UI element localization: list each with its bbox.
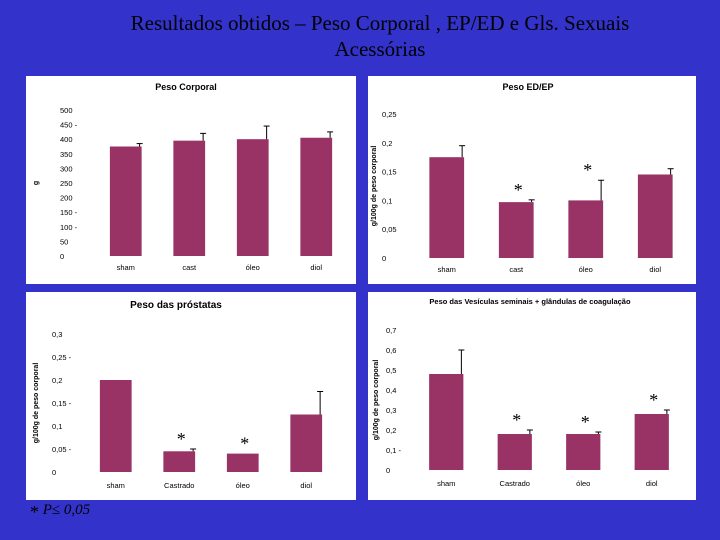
bar-óleo — [568, 200, 604, 258]
significance-star: * — [649, 390, 658, 410]
bar-diol — [634, 414, 669, 470]
y-tick-label: 0 — [60, 252, 64, 261]
bar-Castrado — [497, 434, 532, 470]
bar-cast — [498, 202, 534, 258]
significance-star: * — [583, 160, 592, 180]
category-label: óleo — [236, 481, 250, 490]
chart-title: Peso ED/EP — [502, 82, 553, 92]
y-tick-label: 0 — [382, 254, 386, 263]
chart-panel-peso-vesiculas: Peso das Vesículas seminais + glândulas … — [368, 292, 696, 500]
bar-sham — [429, 157, 465, 258]
y-tick-label: 0,15 - — [52, 399, 72, 408]
category-label: diol — [646, 479, 658, 488]
category-label: diol — [649, 265, 661, 274]
y-tick-label: 0,2 — [382, 139, 392, 148]
category-label: sham — [437, 479, 455, 488]
category-label: sham — [117, 263, 135, 272]
y-tick-label: 0,25 - — [52, 353, 72, 362]
slide-title: Resultados obtidos – Peso Corporal , EP/… — [60, 10, 700, 62]
bar-diol — [300, 137, 333, 256]
category-label: sham — [438, 265, 456, 274]
y-tick-label: 0,1 - — [386, 446, 402, 455]
chart-panel-peso-ed-ep: Peso ED/EP g/100g de peso corporal 0 0,05 0,… — [368, 76, 696, 284]
y-axis-label: g — [33, 181, 40, 185]
y-tick-label: 0,2 — [52, 376, 62, 385]
y-tick-label: 100 - — [60, 223, 78, 232]
category-label: óleo — [579, 265, 593, 274]
y-tick-label: 0,25 — [382, 110, 397, 119]
chart-svg-peso-prostatas: Peso das próstatas g/100g de peso corpora… — [33, 300, 324, 490]
y-tick-label: 0,05 - — [52, 445, 72, 454]
category-label: Castrado — [164, 481, 194, 490]
y-axis-label: g/100g de peso corporal — [371, 146, 378, 227]
significance-star: * — [514, 180, 523, 200]
chart-svg-peso-ed-ep: Peso ED/EP g/100g de peso corporal 0 0,05 0,… — [371, 82, 674, 274]
significance-star: * — [581, 412, 590, 432]
y-tick-label: 0,3 — [386, 406, 396, 415]
y-tick-label: 0,5 — [386, 366, 396, 375]
y-tick-label: 0,1 — [52, 422, 62, 431]
footnote: * P≤ 0,05 — [30, 502, 90, 523]
y-tick-label: 0,4 — [386, 386, 396, 395]
significance-star: * — [512, 410, 521, 430]
chart-svg-peso-vesiculas: Peso das Vesículas seminais + glândulas … — [373, 297, 670, 488]
chart-title: Peso Corporal — [155, 82, 217, 92]
bar-cast — [173, 140, 206, 256]
category-label: óleo — [246, 263, 260, 272]
footnote-star: * — [30, 502, 39, 522]
bar-sham — [429, 374, 464, 470]
category-label: sham — [107, 481, 125, 490]
bar-Castrado — [163, 451, 196, 472]
y-tick-label: 300 — [60, 164, 73, 173]
y-tick-label: 0,1 — [382, 196, 392, 205]
chart-title: Peso das próstatas — [130, 300, 222, 311]
y-axis-label: g/100g de peso corporal — [33, 363, 40, 444]
y-tick-label: 150 - — [60, 208, 78, 217]
y-tick-label: 500 — [60, 106, 73, 115]
bar-óleo — [236, 139, 269, 256]
chart-svg-peso-corporal: Peso Corporal g 0 50 100 - 150 - 200 250 300 350 4… — [33, 82, 334, 272]
chart-panel-peso-corporal: Peso Corporal g 0 50 100 - 150 - 200 250 300 350 4… — [26, 76, 356, 284]
y-tick-label: 0 — [386, 466, 390, 475]
category-label: cast — [509, 265, 524, 274]
footnote-text: P≤ 0,05 — [42, 502, 91, 518]
y-tick-label: 0 — [52, 468, 56, 477]
y-tick-label: 400 — [60, 135, 73, 144]
slide-title-line-2: Acessórias — [334, 37, 426, 61]
significance-star: * — [177, 429, 186, 449]
y-tick-label: 200 — [60, 194, 73, 203]
y-tick-label: 250 — [60, 179, 73, 188]
y-tick-label: 0,2 — [386, 426, 396, 435]
y-tick-label: 0,05 — [382, 225, 397, 234]
slide-title-line-1: Resultados obtidos – Peso Corporal , EP/… — [130, 11, 630, 35]
y-tick-label: 0,6 — [386, 346, 396, 355]
y-tick-label: 0,3 — [52, 330, 62, 339]
chart-title: Peso das Vesículas seminais + glândulas … — [429, 297, 631, 306]
category-label: Castrado — [500, 479, 530, 488]
significance-star: * — [240, 434, 249, 454]
y-tick-label: 0,15 — [382, 168, 397, 177]
y-tick-label: 350 — [60, 150, 73, 159]
category-label: diol — [310, 263, 322, 272]
bar-óleo — [566, 434, 601, 470]
bar-sham — [109, 146, 142, 256]
category-label: óleo — [576, 479, 590, 488]
chart-panel-peso-prostatas: Peso das próstatas g/100g de peso corpora… — [26, 292, 356, 500]
bar-óleo — [226, 453, 259, 472]
y-tick-label: 450 - — [60, 121, 78, 130]
y-tick-label: 0,7 — [386, 326, 396, 335]
y-axis-label: g/100g de peso corporal — [373, 360, 380, 441]
bar-diol — [290, 414, 323, 472]
bar-diol — [637, 174, 673, 258]
category-label: diol — [300, 481, 312, 490]
y-tick-label: 50 — [60, 237, 68, 246]
bar-sham — [99, 380, 132, 472]
category-label: cast — [182, 263, 197, 272]
